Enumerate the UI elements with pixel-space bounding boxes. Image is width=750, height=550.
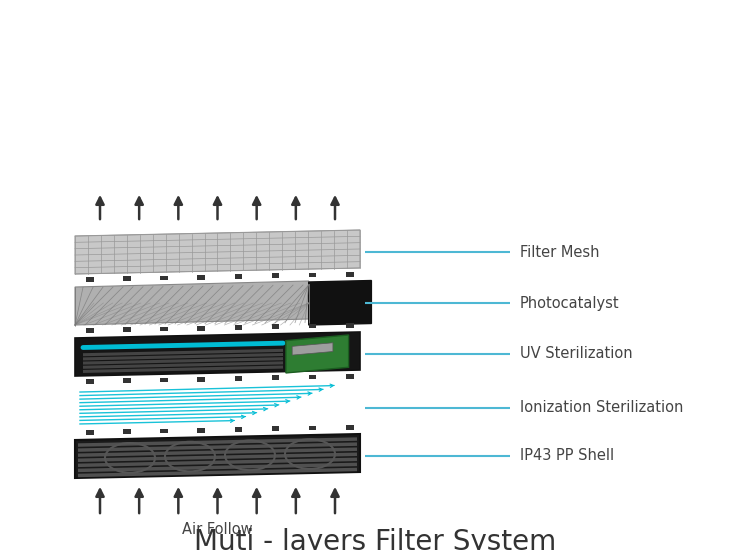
Text: Filter Mesh: Filter Mesh	[520, 245, 599, 260]
FancyBboxPatch shape	[123, 277, 130, 281]
Polygon shape	[75, 281, 309, 325]
Polygon shape	[286, 335, 349, 373]
FancyBboxPatch shape	[272, 324, 279, 329]
FancyBboxPatch shape	[160, 327, 168, 332]
Text: Air Follow: Air Follow	[182, 522, 253, 537]
FancyBboxPatch shape	[346, 272, 353, 277]
Polygon shape	[292, 343, 333, 355]
FancyBboxPatch shape	[160, 276, 168, 280]
FancyBboxPatch shape	[235, 427, 242, 432]
FancyBboxPatch shape	[346, 323, 353, 328]
Polygon shape	[75, 332, 360, 376]
Polygon shape	[75, 434, 360, 478]
FancyBboxPatch shape	[197, 275, 205, 280]
FancyBboxPatch shape	[197, 377, 205, 382]
FancyBboxPatch shape	[160, 428, 168, 433]
FancyBboxPatch shape	[309, 323, 316, 328]
FancyBboxPatch shape	[309, 426, 316, 430]
FancyBboxPatch shape	[272, 273, 279, 278]
FancyBboxPatch shape	[235, 274, 242, 279]
FancyBboxPatch shape	[123, 378, 130, 383]
FancyBboxPatch shape	[123, 327, 130, 332]
FancyBboxPatch shape	[86, 430, 94, 435]
Polygon shape	[309, 280, 371, 325]
Text: Muti - layers Filter System: Muti - layers Filter System	[194, 528, 556, 550]
FancyBboxPatch shape	[235, 376, 242, 381]
FancyBboxPatch shape	[272, 426, 279, 431]
FancyBboxPatch shape	[346, 425, 353, 430]
FancyBboxPatch shape	[309, 273, 316, 277]
FancyBboxPatch shape	[309, 375, 316, 379]
FancyBboxPatch shape	[160, 378, 168, 382]
Text: Photocatalyst: Photocatalyst	[520, 295, 620, 311]
FancyBboxPatch shape	[197, 326, 205, 331]
FancyBboxPatch shape	[235, 325, 242, 330]
FancyBboxPatch shape	[197, 428, 205, 433]
FancyBboxPatch shape	[86, 379, 94, 384]
FancyBboxPatch shape	[86, 277, 94, 282]
FancyBboxPatch shape	[272, 375, 279, 380]
FancyBboxPatch shape	[86, 328, 94, 333]
Text: Ionization Sterilization: Ionization Sterilization	[520, 400, 683, 415]
Text: IP43 PP Shell: IP43 PP Shell	[520, 448, 614, 464]
FancyBboxPatch shape	[123, 430, 130, 434]
Polygon shape	[75, 230, 360, 274]
Text: UV Sterilization: UV Sterilization	[520, 346, 632, 361]
FancyBboxPatch shape	[346, 374, 353, 378]
